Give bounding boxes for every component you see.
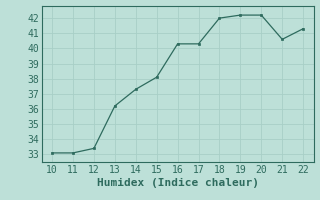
X-axis label: Humidex (Indice chaleur): Humidex (Indice chaleur) bbox=[97, 178, 259, 188]
